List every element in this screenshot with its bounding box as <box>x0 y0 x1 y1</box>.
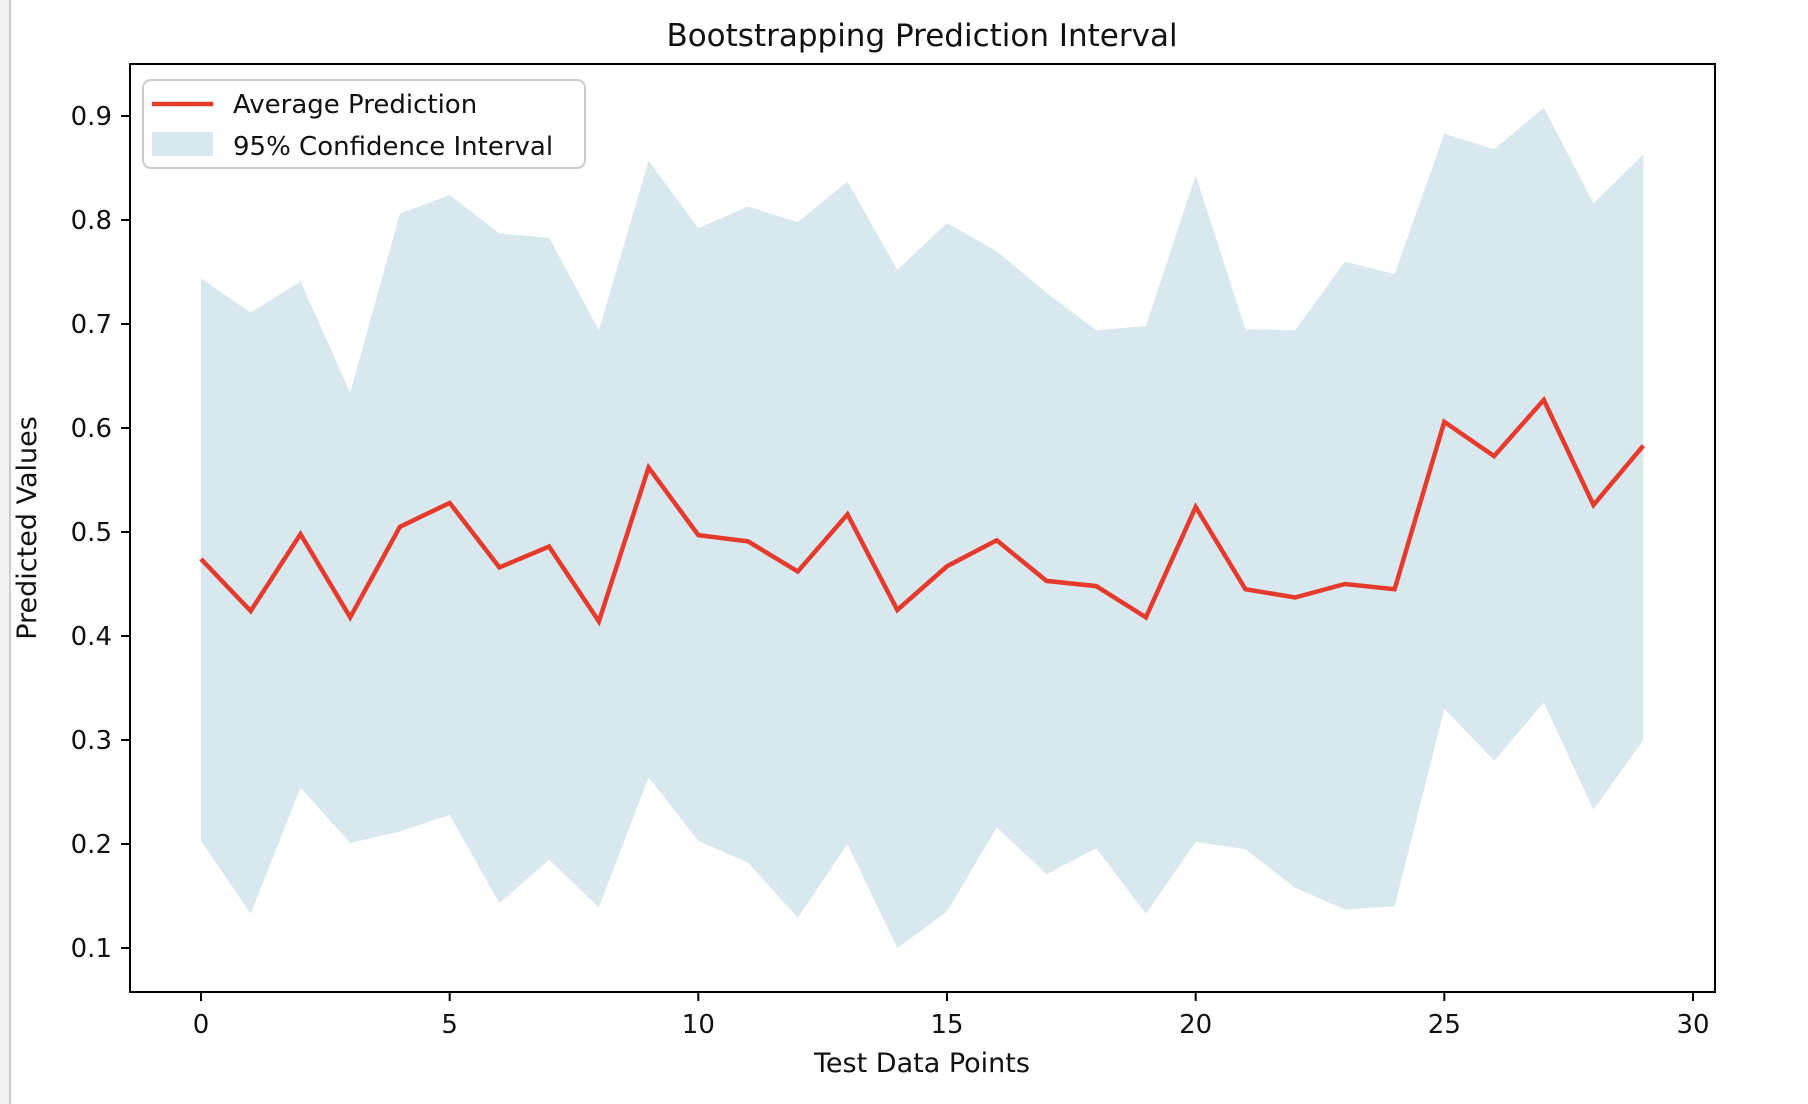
plot-frame <box>129 63 1716 993</box>
y-tick-label: 0.1 <box>71 934 112 964</box>
y-tick-label: 0.8 <box>71 206 112 236</box>
y-tick-label: 0.4 <box>71 622 112 652</box>
confidence-band-area <box>201 107 1644 948</box>
legend: Average Prediction 95% Confidence Interv… <box>142 79 586 169</box>
average-prediction-line <box>199 395 1646 627</box>
y-tick-label: 0.9 <box>71 102 112 132</box>
y-tick-label: 0.6 <box>71 414 112 444</box>
x-tick-label: 30 <box>1676 1010 1709 1040</box>
y-tick-label: 0.5 <box>71 518 112 548</box>
confidence-band <box>201 107 1644 948</box>
y-tick-label: 0.3 <box>71 726 112 756</box>
x-tick-label: 10 <box>682 1010 715 1040</box>
y-tick-label: 0.7 <box>71 310 112 340</box>
x-tick-label: 0 <box>193 1010 210 1040</box>
chart-title: Bootstrapping Prediction Interval <box>666 18 1177 54</box>
x-axis-ticks: 0 5 10 15 20 25 30 <box>193 992 1710 1040</box>
x-tick-label: 20 <box>1179 1010 1212 1040</box>
average-prediction-polyline <box>199 395 1646 627</box>
y-axis-label: Predicted Values <box>12 416 43 640</box>
x-tick-label: 15 <box>930 1010 963 1040</box>
legend-box <box>142 79 586 169</box>
legend-band-swatch <box>152 132 213 156</box>
y-axis-ticks: 0.1 0.2 0.3 0.4 0.5 0.6 0.7 0.8 0.9 <box>71 102 130 964</box>
window-left-edge <box>0 0 11 1104</box>
y-tick-label: 0.2 <box>71 830 112 860</box>
x-axis-label: Test Data Points <box>813 1048 1030 1079</box>
legend-ci-label: 95% Confidence Interval <box>233 132 553 162</box>
x-tick-label: 25 <box>1428 1010 1461 1040</box>
x-tick-label: 5 <box>441 1010 458 1040</box>
legend-avg-label: Average Prediction <box>233 90 477 120</box>
